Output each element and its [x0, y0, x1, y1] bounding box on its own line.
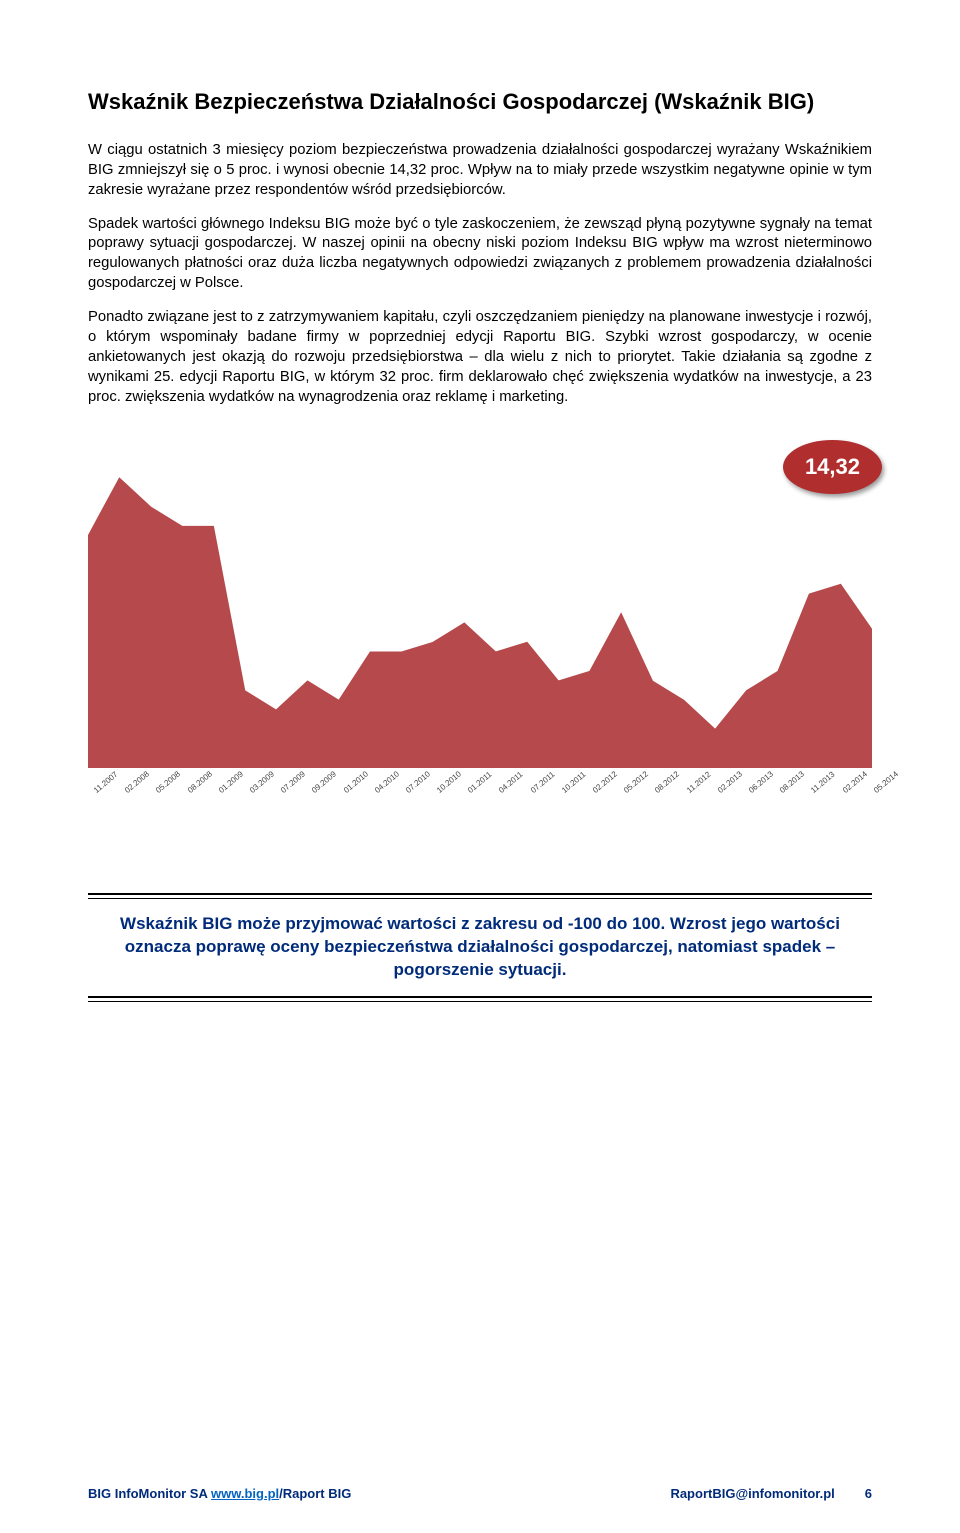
paragraph-1: W ciągu ostatnich 3 miesięcy poziom bezp… — [88, 141, 872, 201]
area-chart — [88, 468, 872, 768]
x-axis-label: 02.2014 — [841, 788, 847, 795]
x-axis-label: 02.2012 — [591, 788, 597, 795]
x-axis-label: 03.2009 — [248, 788, 254, 795]
x-axis-label: 08.2013 — [778, 788, 784, 795]
footer-url-suffix: /Raport BIG — [279, 1486, 351, 1501]
x-axis-label: 11.2012 — [685, 788, 691, 795]
x-axis-label: 04.2010 — [373, 788, 379, 795]
x-axis-label: 04.2011 — [497, 788, 503, 795]
footer-company: BIG InfoMonitor SA — [88, 1486, 211, 1501]
x-axis-label: 05.2012 — [622, 788, 628, 795]
x-axis-label: 08.2012 — [653, 788, 659, 795]
paragraph-2: Spadek wartości głównego Indeksu BIG moż… — [88, 215, 872, 295]
x-axis-label: 06.2013 — [747, 788, 753, 795]
footer-right: RaportBIG@infomonitor.pl 6 — [670, 1486, 872, 1501]
chart-value-badge: 14,32 — [783, 440, 882, 494]
footer-left: BIG InfoMonitor SA www.big.pl/Raport BIG — [88, 1486, 351, 1501]
chart-container: 14,32 11.200702.200805.200808.200801.200… — [88, 468, 872, 783]
divider-top-thick — [88, 893, 872, 895]
x-axis-label: 07.2010 — [404, 788, 410, 795]
x-axis-label: 07.2009 — [279, 788, 285, 795]
page-title: Wskaźnik Bezpieczeństwa Działalności Gos… — [88, 88, 872, 117]
page-number: 6 — [865, 1486, 872, 1501]
footer-url-link[interactable]: www.big.pl — [211, 1486, 279, 1501]
x-axis-label: 07.2011 — [529, 788, 535, 795]
x-axis-label: 02.2008 — [123, 788, 129, 795]
divider-bottom-thick — [88, 996, 872, 998]
x-axis-label: 01.2011 — [466, 788, 472, 795]
x-axis-label: 11.2013 — [809, 788, 815, 795]
page-footer: BIG InfoMonitor SA www.big.pl/Raport BIG… — [88, 1486, 872, 1501]
x-axis-labels: 11.200702.200805.200808.200801.200903.20… — [88, 774, 872, 783]
x-axis-label: 02.2013 — [716, 788, 722, 795]
x-axis-label: 01.2009 — [217, 788, 223, 795]
x-axis-label: 05.2014 — [872, 788, 878, 795]
paragraph-3: Ponadto związane jest to z zatrzymywanie… — [88, 308, 872, 408]
x-axis-label: 11.2007 — [92, 788, 98, 795]
footnote-block: Wskaźnik BIG może przyjmować wartości z … — [88, 893, 872, 1002]
x-axis-label: 08.2008 — [186, 788, 192, 795]
x-axis-label: 01.2010 — [342, 788, 348, 795]
x-axis-label: 10.2011 — [560, 788, 566, 795]
divider-bottom-thin — [88, 1001, 872, 1002]
footnote-text: Wskaźnik BIG może przyjmować wartości z … — [88, 899, 872, 996]
x-axis-label: 10.2010 — [435, 788, 441, 795]
x-axis-label: 05.2008 — [154, 788, 160, 795]
footer-email: RaportBIG@infomonitor.pl — [670, 1486, 834, 1501]
x-axis-label: 09.2009 — [310, 788, 316, 795]
